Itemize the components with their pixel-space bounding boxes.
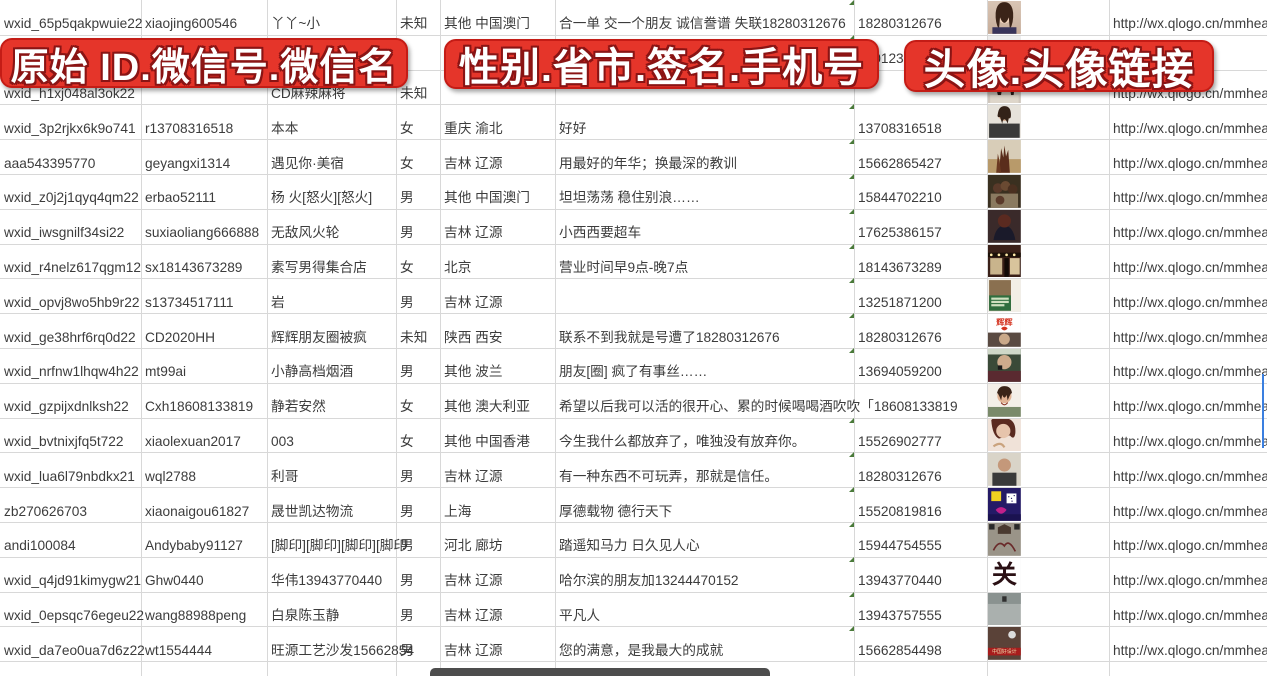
svg-text:辉辉: 辉辉 xyxy=(996,317,1013,327)
svg-text:关: 关 xyxy=(992,561,1018,589)
